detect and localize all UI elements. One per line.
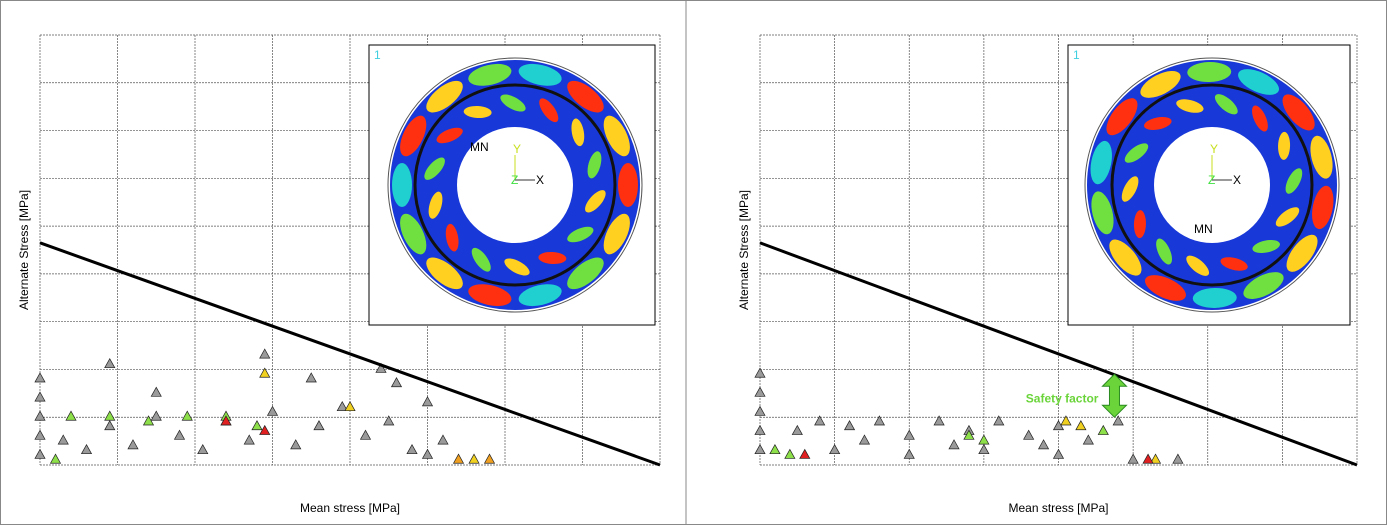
data-point [361,430,371,439]
triad-label: Y [1210,142,1218,156]
data-point [1024,430,1034,439]
triad-label: Y [513,142,521,156]
inset-label: 1 [374,48,381,62]
triad-label: X [536,173,544,187]
data-point [260,349,270,358]
data-point [105,411,115,420]
x-axis-label: Mean stress [MPa] [300,501,400,515]
data-point [785,449,795,458]
data-point [151,411,161,420]
data-point [469,454,479,463]
data-point [35,411,45,420]
data-point [755,426,765,435]
triad-label: X [1233,173,1241,187]
figure: Mean stress [MPa] Alternate Stress [MPa] 1… [0,0,1387,525]
data-point [35,430,45,439]
data-point [755,445,765,454]
inset-label: 1 [1073,48,1080,62]
y-axis-label: Alternate Stress [MPa] [737,190,751,310]
data-point [845,421,855,430]
data-point [979,435,989,444]
data-point [1128,454,1138,463]
annotation-text: Safety factor [1026,392,1099,406]
data-point [755,406,765,415]
data-point [35,392,45,401]
data-point [979,445,989,454]
data-point [904,430,914,439]
data-point [244,435,254,444]
inset-marker: MN [470,140,489,154]
data-point [454,454,464,463]
data-point [151,387,161,396]
data-point [1054,449,1064,458]
data-point [438,435,448,444]
inset-marker: MN [1194,222,1213,236]
data-point [949,440,959,449]
data-point [182,411,192,420]
data-point [128,440,138,449]
data-point [1143,454,1153,463]
data-point [105,421,115,430]
data-point [755,387,765,396]
data-point [770,445,780,454]
data-point [82,445,92,454]
x-axis-label: Mean stress [MPa] [1008,501,1108,515]
data-point [423,449,433,458]
contour-lobe [392,163,412,207]
data-point [252,421,262,430]
data-point [1076,421,1086,430]
data-point [268,406,278,415]
data-point [58,435,68,444]
data-point [175,430,185,439]
data-point [1173,454,1183,463]
data-point [291,440,301,449]
safety-arrow [1102,374,1126,417]
data-point [1039,440,1049,449]
data-point [306,373,316,382]
triad-label: Z [1208,173,1215,187]
data-point [1083,435,1093,444]
data-point [830,445,840,454]
data-point [792,426,802,435]
triad-label: Z [511,173,518,187]
data-point [198,445,208,454]
data-point [51,454,61,463]
y-axis-label: Alternate Stress [MPa] [17,190,31,310]
data-point [314,421,324,430]
data-point [485,454,495,463]
data-point [105,359,115,368]
data-point [35,449,45,458]
data-point [407,445,417,454]
data-point [904,449,914,458]
contour-lobe [618,163,638,207]
data-point [1098,426,1108,435]
data-point [392,378,402,387]
data-point [423,397,433,406]
data-point [35,373,45,382]
data-point [345,402,355,411]
data-point [66,411,76,420]
data-point [800,449,810,458]
data-point [859,435,869,444]
